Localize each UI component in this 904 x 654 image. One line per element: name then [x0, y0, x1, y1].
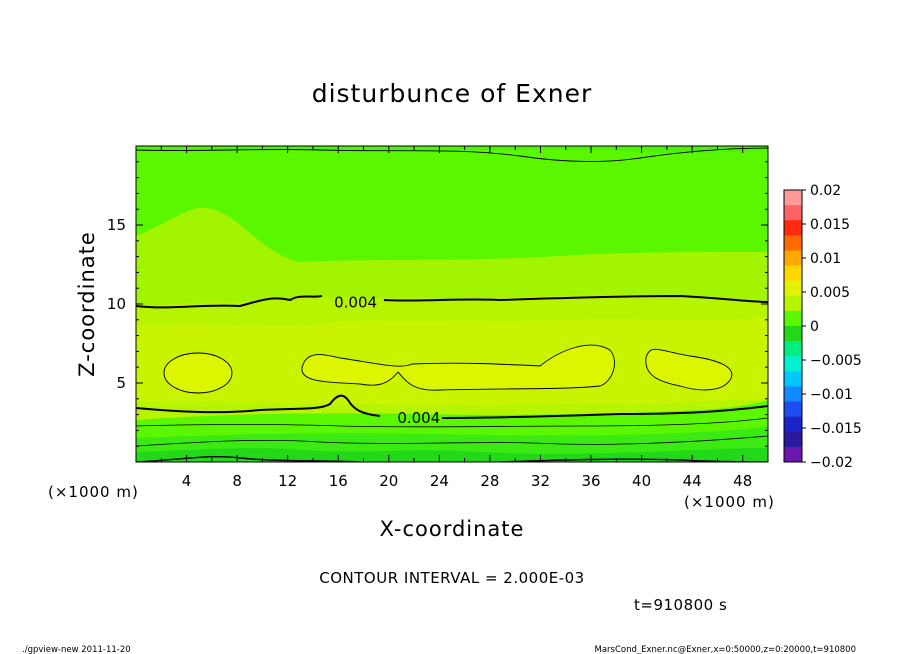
x-unit-left: (×1000 m) — [48, 483, 139, 501]
x-unit-right: (×1000 m) — [684, 493, 775, 511]
colorbar-segment — [784, 386, 802, 402]
x-tick-label: 48 — [733, 472, 752, 490]
colorbar-segment — [784, 265, 802, 281]
colorbar-segment — [784, 205, 802, 221]
colorbar-label: 0 — [810, 319, 819, 335]
y-axis: 5 10 15 — [107, 161, 768, 447]
colorbar-segment — [784, 280, 802, 297]
x-tick-label: 16 — [329, 472, 348, 490]
colorbar-segment — [784, 220, 802, 236]
contour-upper-thin — [136, 147, 768, 163]
x-tick-label: 32 — [531, 472, 550, 490]
footer-left: ./gpview-new 2011-11-20 — [22, 645, 131, 654]
colorbar-segment — [784, 446, 802, 463]
contour-0-lower — [136, 435, 768, 447]
x-tick-label: 40 — [632, 472, 651, 490]
contour-0p004-upper — [136, 294, 768, 309]
colorbar-segment — [784, 431, 802, 448]
max-cell-1 — [163, 352, 233, 394]
contour-labels: 0.004 0.004 — [334, 293, 440, 426]
colorbar-label: −0.01 — [810, 387, 853, 403]
colorbar-segment — [784, 235, 802, 251]
x-axis-label: X-coordinate — [380, 517, 525, 541]
footer-right: MarsCond_Exner.nc@Exner,x=0:50000,z=0:20… — [594, 645, 856, 654]
x-axis: 4 8 12 16 20 24 28 32 36 40 44 48 — [160, 146, 752, 490]
y-tick-label: 15 — [107, 216, 126, 234]
upper-band — [136, 146, 768, 154]
x-tick-label: 24 — [430, 472, 449, 490]
x-tick-label: 4 — [182, 472, 192, 490]
band-neg-low — [136, 448, 768, 462]
colorbar-segment — [784, 356, 802, 372]
y-tick-label: 10 — [107, 295, 126, 313]
plot-area — [136, 146, 768, 462]
colorbar-segment — [784, 310, 802, 327]
colorbar-segment — [784, 371, 802, 387]
contour-0p002-lower — [136, 417, 768, 428]
colorbar-label: −0.02 — [810, 455, 853, 471]
x-tick-label: 44 — [683, 472, 702, 490]
colorbar-segment — [784, 416, 802, 433]
x-tick-label: 8 — [232, 472, 242, 490]
y-tick-label: 5 — [116, 374, 126, 392]
colorbar-label: −0.015 — [810, 421, 862, 437]
colorbar-segment — [784, 190, 802, 206]
colorbar-label: −0.005 — [810, 353, 862, 369]
time-label: t=910800 s — [634, 596, 727, 614]
colorbar-segment — [784, 341, 802, 357]
colorbar-segment — [784, 401, 802, 417]
contour-label-1: 0.004 — [397, 409, 440, 427]
colorbar-segment — [784, 326, 802, 342]
chart-title: disturbunce of Exner — [312, 79, 593, 108]
colorbar-label: 0.01 — [810, 251, 841, 267]
y-axis-label: Z-coordinate — [75, 231, 99, 377]
x-tick-label: 20 — [379, 472, 398, 490]
max-cell-3 — [645, 348, 733, 391]
contour-interval: CONTOUR INTERVAL = 2.000E-03 — [319, 569, 584, 587]
colorbar-segment — [784, 295, 802, 312]
colorbar-label: 0.015 — [810, 217, 850, 233]
contour-label-0: 0.004 — [334, 293, 377, 311]
colorbar-segment — [784, 250, 802, 266]
contour-0p004-lower — [136, 394, 768, 419]
colorbar-labels: 0.02 0.015 0.01 0.005 0 −0.005 −0.01 −0.015 −0.0… — [802, 183, 862, 471]
colorbar-label: 0.02 — [810, 183, 841, 199]
x-tick-label: 12 — [278, 472, 297, 490]
x-tick-label: 36 — [581, 472, 600, 490]
colorbar — [784, 190, 802, 463]
x-tick-label: 28 — [480, 472, 499, 490]
max-cell-2 — [301, 344, 615, 391]
colorbar-label: 0.005 — [810, 285, 850, 301]
band-0p008 — [136, 318, 768, 406]
